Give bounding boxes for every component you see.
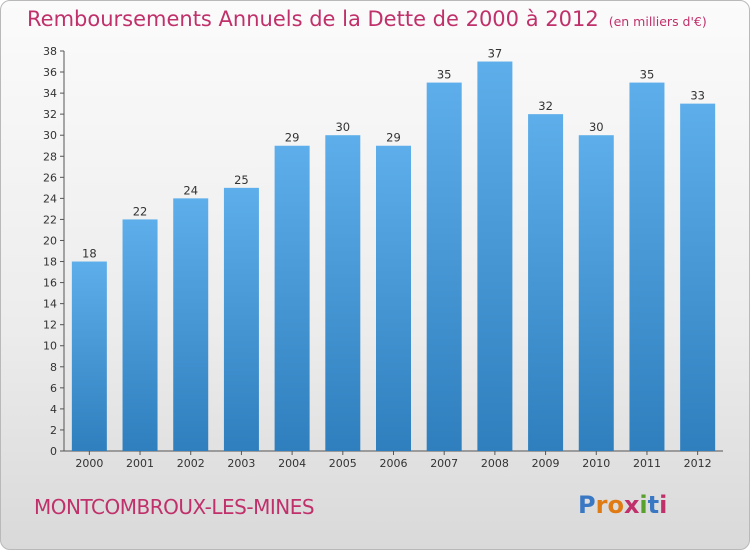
bar-value-label: 29 (285, 131, 300, 145)
bar (274, 145, 310, 451)
y-tick-label: 34 (43, 87, 57, 100)
bar-value-label: 30 (335, 120, 350, 134)
x-tick-label: 2004 (278, 457, 306, 470)
y-tick-label: 22 (43, 213, 57, 226)
bar-value-label: 22 (133, 204, 148, 218)
bar-value-label: 18 (82, 247, 97, 261)
y-tick-label: 30 (43, 129, 57, 142)
y-tick-label: 2 (50, 424, 57, 437)
x-tick-label: 2008 (481, 457, 509, 470)
x-tick-label: 2011 (633, 457, 661, 470)
y-tick-label: 12 (43, 319, 57, 332)
x-tick-label: 2003 (227, 457, 255, 470)
y-tick-label: 36 (43, 66, 57, 79)
bar (426, 82, 462, 451)
y-tick-label: 4 (50, 403, 57, 416)
bar (223, 187, 259, 451)
x-tick-label: 2007 (430, 457, 458, 470)
bars (71, 61, 716, 452)
bar (680, 103, 716, 451)
logo-letter: o (607, 491, 624, 519)
bar-value-label: 32 (538, 99, 553, 113)
y-tick-label: 14 (43, 298, 57, 311)
logo-letter: i (659, 491, 668, 519)
chart-unit: (en milliers d'€) (608, 14, 707, 29)
y-tick-label: 0 (50, 445, 57, 458)
x-tick-label: 2005 (329, 457, 357, 470)
x-tick-label: 2001 (126, 457, 154, 470)
logo-letter: x (623, 491, 640, 519)
y-tick-label: 24 (43, 192, 57, 205)
bar (122, 219, 158, 451)
bar (578, 135, 614, 452)
y-tick-label: 18 (43, 256, 57, 269)
commune-name: MONTCOMBROUX-LES-MINES (34, 495, 315, 519)
x-tick-label: 2000 (75, 457, 103, 470)
bar-value-label: 24 (183, 183, 198, 197)
bar-value-label: 29 (386, 131, 401, 145)
x-tick-label: 2006 (380, 457, 408, 470)
y-tick-label: 16 (43, 277, 57, 290)
chart-title-text: Remboursements Annuels de la Dette de 20… (27, 7, 599, 31)
y-tick-label: 20 (43, 234, 57, 247)
y-tick-label: 10 (43, 340, 57, 353)
bar (477, 61, 513, 452)
x-axis: 2000 2001 2002 2003 2004 2005 2006 2007 2008 2009… (64, 450, 723, 470)
logo-letter: P (578, 491, 596, 519)
bar (629, 82, 665, 451)
y-tick-label: 8 (50, 361, 57, 374)
y-tick-label: 32 (43, 108, 57, 121)
bar-value-label: 35 (640, 68, 655, 82)
x-tick-label: 2002 (177, 457, 205, 470)
logo-letter: i (639, 491, 648, 519)
y-tick-label: 6 (50, 382, 57, 395)
bar-value-label: 25 (234, 173, 249, 187)
bar-value-label: 30 (589, 120, 604, 134)
bar (325, 135, 361, 452)
bar-value-label: 33 (690, 89, 705, 103)
bar (71, 261, 107, 451)
bar (376, 145, 411, 451)
value-labels: 18 22 24 25 29 30 29 35 37 32 30 35 33 (82, 47, 705, 261)
logo-letter: t (647, 491, 660, 519)
bar (528, 114, 564, 451)
x-tick-label: 2009 (532, 457, 560, 470)
bar-value-label: 35 (437, 68, 452, 82)
bar (173, 198, 209, 451)
proxiti-logo[interactable]: Proxiti (578, 491, 667, 519)
x-tick-label: 2010 (582, 457, 610, 470)
y-tick-label: 26 (43, 171, 57, 184)
y-tick-label: 38 (43, 45, 57, 58)
y-tick-label: 28 (43, 150, 57, 163)
x-tick-label: 2012 (684, 457, 712, 470)
logo-letter: r (595, 491, 608, 519)
bar-value-label: 37 (488, 47, 503, 61)
chart-title: Remboursements Annuels de la Dette de 20… (27, 7, 707, 31)
